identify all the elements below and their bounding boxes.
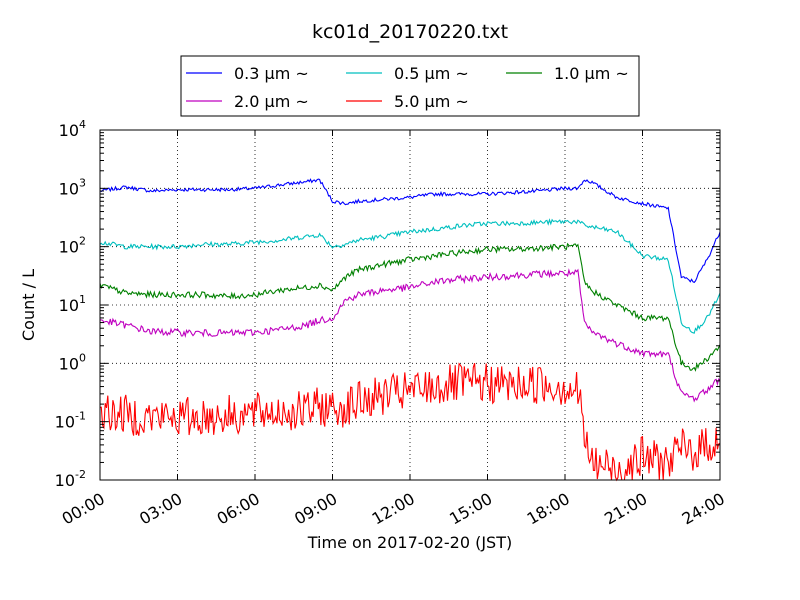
chart-title: kc01d_20170220.txt — [312, 21, 508, 43]
y-axis-label: Count / L — [19, 269, 38, 341]
legend-label: 1.0 µm ~ — [554, 64, 629, 83]
y-tick-label: 10-2 — [55, 468, 86, 490]
series-line — [99, 218, 721, 334]
y-tick-label: 104 — [59, 118, 86, 140]
grid — [100, 130, 720, 480]
x-tick-label: 06:00 — [214, 489, 263, 529]
x-tick-label: 21:00 — [601, 489, 650, 529]
legend-label: 2.0 µm ~ — [234, 92, 309, 111]
x-tick-label: 00:00 — [59, 489, 108, 529]
legend-label: 0.5 µm ~ — [394, 64, 469, 83]
x-tick-label: 24:00 — [679, 489, 728, 529]
y-tick-label: 103 — [59, 176, 86, 198]
y-tick-label: 101 — [59, 293, 86, 315]
y-tick-label: 10-1 — [55, 410, 86, 432]
y-tick-label: 102 — [59, 235, 86, 257]
legend-label: 0.3 µm ~ — [234, 64, 309, 83]
series-line — [100, 268, 721, 403]
legend-label: 5.0 µm ~ — [394, 92, 469, 111]
x-tick-label: 15:00 — [446, 489, 495, 529]
x-tick-label: 12:00 — [369, 489, 418, 529]
x-tick-label: 18:00 — [524, 489, 573, 529]
series-line — [99, 178, 721, 284]
x-tick-label: 03:00 — [136, 489, 185, 529]
series-line — [99, 242, 721, 372]
legend: 0.3 µm ~ 0.5 µm ~ 1.0 µm ~ 2.0 µm ~ 5.0 µm ~ — [180, 55, 640, 117]
x-tick-label: 09:00 — [291, 489, 340, 529]
legend-box — [180, 55, 640, 117]
y-axis: 10-2 10-1 100 101 102 103 104 — [55, 118, 720, 490]
y-tick-label: 100 — [59, 351, 86, 373]
x-axis-label: Time on 2017-02-20 (JST) — [307, 533, 512, 552]
